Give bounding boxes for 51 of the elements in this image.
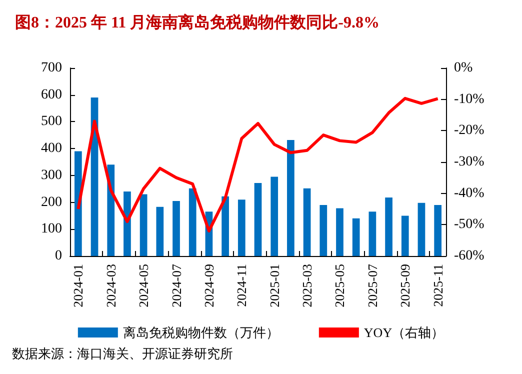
- y2-tick-label: -10%: [454, 92, 485, 107]
- x-tick-label: 2024-07: [168, 264, 184, 308]
- x-tick-label: 2024-03: [103, 264, 118, 308]
- x-tick-label: 2024-01: [70, 264, 86, 308]
- bar: [270, 176, 278, 256]
- bar: [74, 151, 82, 256]
- x-tick-label: 2025-03: [300, 264, 315, 308]
- bar: [434, 204, 442, 256]
- x-tick-label: 2024-11: [234, 264, 250, 307]
- x-tick-label: 2025-07: [364, 264, 380, 308]
- x-tick-label: 2025-09: [398, 264, 413, 308]
- bar: [368, 212, 376, 256]
- y-tick-label: 600: [41, 87, 62, 102]
- legend-label: 离岛免税购物件数（万件）: [122, 325, 279, 340]
- line-series: [76, 96, 440, 232]
- y2-tick-label: 0%: [454, 60, 473, 76]
- bar: [172, 200, 180, 256]
- y-tick-label: 200: [41, 194, 62, 210]
- y-tick-label: 400: [41, 141, 62, 156]
- bar: [418, 202, 426, 256]
- x-tick-label: 2025-01: [266, 264, 282, 308]
- y-tick-label: 300: [41, 168, 62, 183]
- y2-tick-label: -60%: [454, 248, 485, 264]
- bar: [254, 182, 262, 256]
- chart-title: 图8：2025 年 11 月海南离岛免税购物件数同比-9.8%: [15, 12, 380, 32]
- y2-tick-label: -20%: [454, 123, 485, 138]
- bar: [238, 200, 246, 256]
- bar: [303, 188, 311, 256]
- x-tick-label: 2025-05: [332, 264, 348, 308]
- bar: [320, 204, 328, 256]
- bar: [156, 206, 164, 256]
- bar: [188, 188, 196, 256]
- bar: [401, 216, 409, 256]
- y-tick-label: 0: [55, 248, 62, 264]
- y2-tick-label: -30%: [454, 154, 485, 170]
- y2-tick-label: -50%: [454, 217, 485, 232]
- bar: [140, 194, 148, 256]
- bar: [222, 196, 229, 256]
- y-tick-label: 700: [41, 60, 62, 76]
- x-tick-label: 2024-09: [201, 264, 216, 308]
- x-tick-label: 2024-05: [136, 264, 152, 308]
- x-tick-label: 2025-11: [430, 264, 446, 307]
- legend-label: YOY（右轴）: [364, 325, 444, 340]
- bar: [336, 208, 344, 256]
- y-tick-label: 500: [41, 114, 62, 130]
- y2-tick-label: -40%: [454, 186, 485, 201]
- bar: [287, 140, 294, 256]
- source-note: 数据来源：海口海关、开源证券研究所: [12, 346, 233, 361]
- y-tick-label: 100: [41, 222, 62, 237]
- bar: [352, 218, 360, 256]
- bar: [385, 197, 392, 256]
